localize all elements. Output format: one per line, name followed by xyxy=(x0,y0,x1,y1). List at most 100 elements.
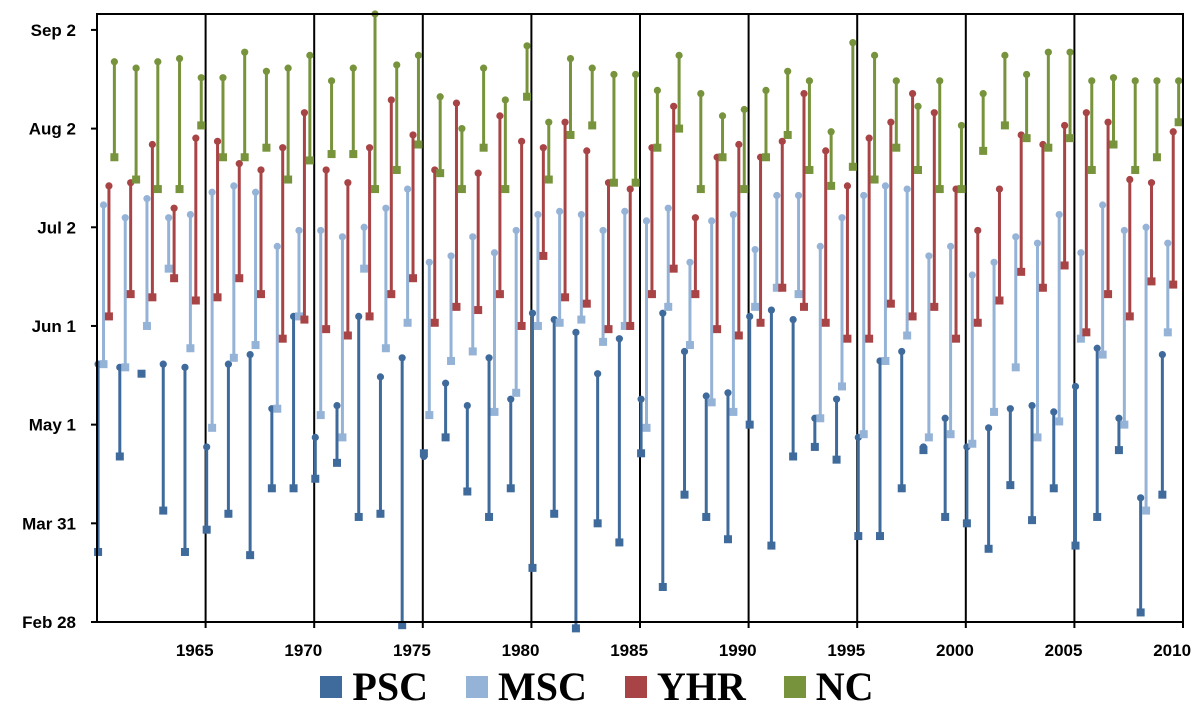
msc-start-marker xyxy=(251,341,260,350)
yhr-start-marker xyxy=(778,283,787,292)
msc-end-marker xyxy=(729,210,737,219)
yhr-start-marker xyxy=(126,290,135,299)
nc-start-marker xyxy=(1022,134,1031,143)
psc-start-marker xyxy=(267,484,276,493)
msc-start-marker xyxy=(577,315,586,324)
msc-start-marker xyxy=(685,341,694,350)
psc-start-marker xyxy=(593,519,602,528)
yhr-end-marker xyxy=(691,214,699,222)
nc-end-marker xyxy=(936,77,944,85)
psc-end-marker xyxy=(463,401,471,410)
nc-end-marker xyxy=(306,51,314,59)
legend-swatch-msc xyxy=(466,676,488,698)
nc-start-marker xyxy=(392,165,401,174)
msc-end-marker xyxy=(990,258,998,266)
yhr-start-marker xyxy=(191,296,200,305)
psc-start-marker xyxy=(289,484,298,493)
nc-start-marker xyxy=(609,178,618,187)
nc-start-marker xyxy=(153,185,162,194)
msc-end-marker xyxy=(469,233,477,241)
yhr-end-marker xyxy=(539,144,547,152)
msc-end-marker xyxy=(1142,223,1150,231)
yhr-start-marker xyxy=(104,312,113,321)
nc-end-marker xyxy=(284,64,292,72)
msc-start-marker xyxy=(903,331,912,340)
yhr-end-marker xyxy=(800,89,808,98)
y-tick-label: May 1 xyxy=(29,416,76,435)
nc-start-marker xyxy=(501,185,510,194)
x-tick-label: 2010 xyxy=(1153,641,1191,660)
yhr-start-marker xyxy=(430,318,439,327)
psc-end-marker xyxy=(333,401,341,410)
nc-start-marker xyxy=(240,153,249,162)
nc-end-marker xyxy=(566,54,575,63)
yhr-start-marker xyxy=(669,264,678,273)
msc-start-marker xyxy=(490,407,499,416)
legend-item-msc: MSC xyxy=(466,667,587,707)
msc-end-marker xyxy=(1055,210,1063,219)
series-layer xyxy=(94,10,1183,633)
yhr-start-marker xyxy=(1060,261,1069,270)
yhr-end-marker xyxy=(365,144,374,152)
legend-swatch-psc xyxy=(320,676,343,698)
nc-end-marker xyxy=(1044,48,1052,56)
legend-label-yhr: YHR xyxy=(656,664,746,709)
nc-end-marker xyxy=(414,51,423,59)
psc-start-marker xyxy=(615,538,624,547)
yhr-end-marker xyxy=(192,134,200,142)
y-tick-label: Feb 28 xyxy=(22,613,76,632)
msc-start-marker xyxy=(533,321,542,330)
psc-start-marker xyxy=(1028,516,1037,525)
legend-item-nc: NC xyxy=(783,667,874,707)
yhr-end-marker xyxy=(1126,175,1134,184)
msc-end-marker xyxy=(230,182,238,190)
msc-start-marker xyxy=(1076,334,1085,343)
yhr-start-marker xyxy=(930,302,939,311)
msc-start-marker xyxy=(772,283,781,292)
msc-start-marker xyxy=(599,337,608,346)
psc-end-marker xyxy=(181,363,189,371)
msc-start-marker xyxy=(1055,417,1064,426)
psc-end-marker xyxy=(159,360,167,368)
x-tick-label: 1975 xyxy=(393,641,431,660)
nc-end-marker xyxy=(545,118,553,126)
msc-start-marker xyxy=(881,356,890,365)
yhr-start-marker xyxy=(973,318,982,327)
msc-start-marker xyxy=(294,312,303,321)
psc-end-marker xyxy=(203,443,211,451)
psc-start-marker xyxy=(941,512,950,521)
yhr-end-marker xyxy=(974,226,982,235)
yhr-start-marker xyxy=(213,293,222,302)
msc-end-marker xyxy=(838,214,846,222)
nc-start-marker xyxy=(305,156,314,165)
y-tick-label: Jun 1 xyxy=(32,317,76,336)
msc-start-marker xyxy=(707,398,716,407)
psc-end-marker xyxy=(832,395,841,403)
msc-start-marker xyxy=(447,356,456,365)
nc-end-marker xyxy=(740,105,748,114)
psc-start-marker xyxy=(333,458,342,467)
yhr-end-marker xyxy=(452,99,461,107)
nc-end-marker xyxy=(154,58,162,66)
nc-end-marker xyxy=(610,70,618,79)
msc-end-marker xyxy=(860,191,868,200)
nc-start-marker xyxy=(870,175,879,184)
msc-start-marker xyxy=(751,302,760,311)
y-tick-label: Jul 2 xyxy=(37,218,76,237)
nc-end-marker xyxy=(501,96,509,104)
psc-start-marker xyxy=(571,624,580,633)
yhr-start-marker xyxy=(1169,280,1178,289)
msc-end-marker xyxy=(360,223,368,231)
yhr-start-marker xyxy=(1125,312,1134,321)
msc-end-marker xyxy=(1033,239,1042,247)
msc-start-marker xyxy=(338,433,347,442)
psc-start-marker xyxy=(506,484,515,493)
msc-start-marker xyxy=(142,321,151,330)
nc-end-marker xyxy=(175,54,184,63)
psc-start-marker xyxy=(984,544,993,553)
psc-end-marker xyxy=(659,309,667,317)
msc-end-marker xyxy=(903,185,911,193)
yhr-start-marker xyxy=(322,325,331,334)
nc-start-marker xyxy=(805,165,814,174)
msc-start-marker xyxy=(1142,506,1151,515)
